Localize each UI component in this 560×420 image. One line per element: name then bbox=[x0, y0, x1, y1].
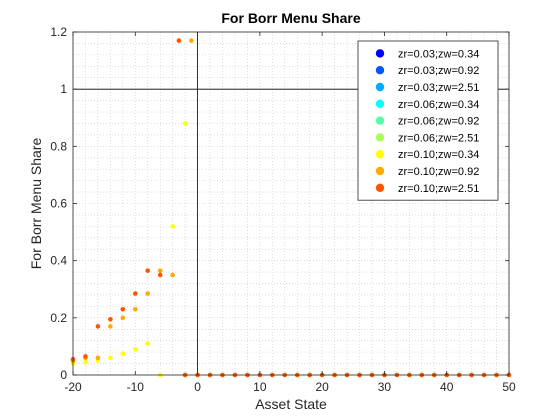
x-tick-label: 10 bbox=[253, 380, 267, 394]
legend-marker bbox=[375, 82, 385, 92]
legend-marker bbox=[375, 116, 385, 125]
data-point-series-6 bbox=[83, 359, 88, 365]
data-point-series-7 bbox=[132, 306, 138, 312]
x-tick-label: 20 bbox=[315, 380, 329, 394]
y-tick-label: 0.2 bbox=[50, 311, 67, 325]
data-point-series-7 bbox=[170, 272, 175, 278]
legend-marker bbox=[375, 66, 385, 75]
x-tick-label: 50 bbox=[502, 380, 516, 394]
data-point-series-8 bbox=[145, 268, 151, 273]
data-point-series-7 bbox=[157, 268, 163, 273]
legend-entry: zr=0.06;zw=0.34 bbox=[398, 99, 479, 111]
legend-entry: zr=0.03;zw=0.34 bbox=[398, 48, 479, 60]
legend-marker bbox=[375, 150, 385, 159]
x-tick-label: 40 bbox=[440, 380, 454, 394]
data-point-series-8 bbox=[132, 291, 138, 296]
y-axis-label: For Borr Menu Share bbox=[28, 138, 44, 270]
data-point-series-8 bbox=[176, 38, 182, 43]
legend-entry: zr=0.10;zw=2.51 bbox=[398, 183, 479, 195]
data-point-series-7 bbox=[108, 324, 113, 329]
data-point-series-8 bbox=[157, 272, 163, 278]
x-tick-label: 0 bbox=[194, 380, 201, 394]
legend-entry: zr=0.06;zw=0.92 bbox=[398, 116, 479, 128]
data-point-series-7 bbox=[189, 38, 194, 43]
x-tick-label: 30 bbox=[378, 380, 392, 394]
x-axis-label: Asset State bbox=[255, 396, 327, 412]
y-tick-label: 0 bbox=[60, 368, 67, 382]
legend-entry: zr=0.03;zw=0.92 bbox=[398, 65, 479, 77]
legend-marker bbox=[375, 133, 385, 142]
data-point-series-6 bbox=[108, 355, 113, 361]
chart-title: For Borr Menu Share bbox=[221, 10, 360, 26]
data-point-series-8 bbox=[108, 316, 113, 322]
data-point-series-6 bbox=[182, 121, 188, 126]
data-point-series-7 bbox=[120, 315, 126, 321]
legend-marker bbox=[375, 183, 385, 192]
legend-entry: zr=0.10;zw=0.34 bbox=[398, 149, 479, 161]
y-tick-label: 0.8 bbox=[50, 139, 67, 153]
y-tick-label: 1.2 bbox=[50, 25, 67, 39]
legend-entry: zr=0.06;zw=2.51 bbox=[398, 132, 479, 144]
legend-entry: zr=0.10;zw=0.92 bbox=[398, 166, 479, 178]
y-tick-label: 0.6 bbox=[50, 197, 67, 211]
y-tick-label: 1 bbox=[60, 82, 67, 96]
x-tick-label: -20 bbox=[64, 380, 82, 394]
axis-ticks: -20 -10 0 10 20 30 40 50 0 0.2 0.4 0.6 0.8 1 1.2 bbox=[50, 25, 516, 394]
legend: zr=0.03;zw=0.34 zr=0.03;zw=0.92 zr=0.03;zw… bbox=[357, 40, 499, 201]
x-tick-label: -10 bbox=[127, 380, 145, 394]
y-tick-label: 0.4 bbox=[50, 254, 67, 268]
data-point-series-6 bbox=[145, 341, 151, 346]
data-point-series-6 bbox=[170, 224, 175, 229]
data-point-series-8 bbox=[83, 354, 88, 359]
legend-marker bbox=[375, 99, 385, 109]
legend-entry: zr=0.03;zw=2.51 bbox=[398, 82, 479, 94]
data-point-series-7 bbox=[95, 355, 101, 361]
data-point-series-6 bbox=[132, 346, 138, 352]
data-point-series-8 bbox=[120, 306, 126, 312]
legend-marker bbox=[375, 166, 385, 176]
data-point-series-6 bbox=[120, 351, 126, 356]
data-point-series-7 bbox=[145, 291, 151, 296]
data-point-series-8 bbox=[95, 324, 101, 329]
legend-marker bbox=[375, 49, 385, 58]
